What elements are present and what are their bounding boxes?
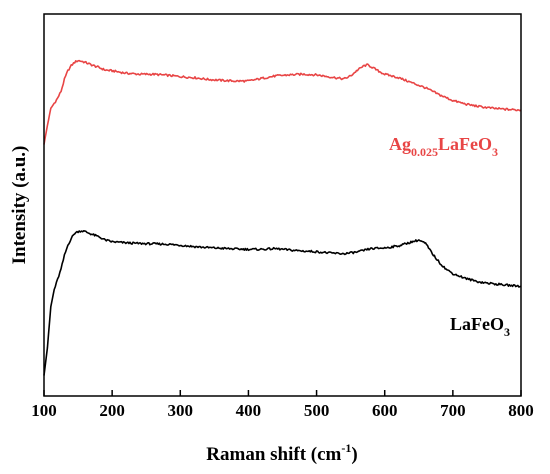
x-tick-label: 700 (440, 401, 466, 420)
x-tick-label: 300 (168, 401, 194, 420)
x-axis-title: Raman shift (cm-1) (206, 441, 357, 465)
series-label-lafeo3: LaFeO3 (450, 314, 510, 339)
y-axis-title: Intensity (a.u.) (9, 146, 30, 265)
x-tick-label: 400 (236, 401, 262, 420)
x-axis-ticks (43, 390, 522, 396)
series-line-lafeo3 (43, 230, 522, 376)
x-tick-label: 800 (508, 401, 534, 420)
series-line-ag-lafeo3 (43, 59, 522, 145)
x-tick-label: 100 (31, 401, 57, 420)
plot-lines (43, 59, 522, 376)
plot-frame (43, 13, 522, 397)
x-tick-label: 600 (372, 401, 398, 420)
series-label-ag-lafeo3: Ag0.025LaFeO3 (389, 134, 498, 159)
x-tick-label: 200 (99, 401, 125, 420)
x-tick-label: 500 (304, 401, 330, 420)
x-axis-tick-labels: 100 200 300 400 500 600 700 800 (31, 401, 534, 420)
